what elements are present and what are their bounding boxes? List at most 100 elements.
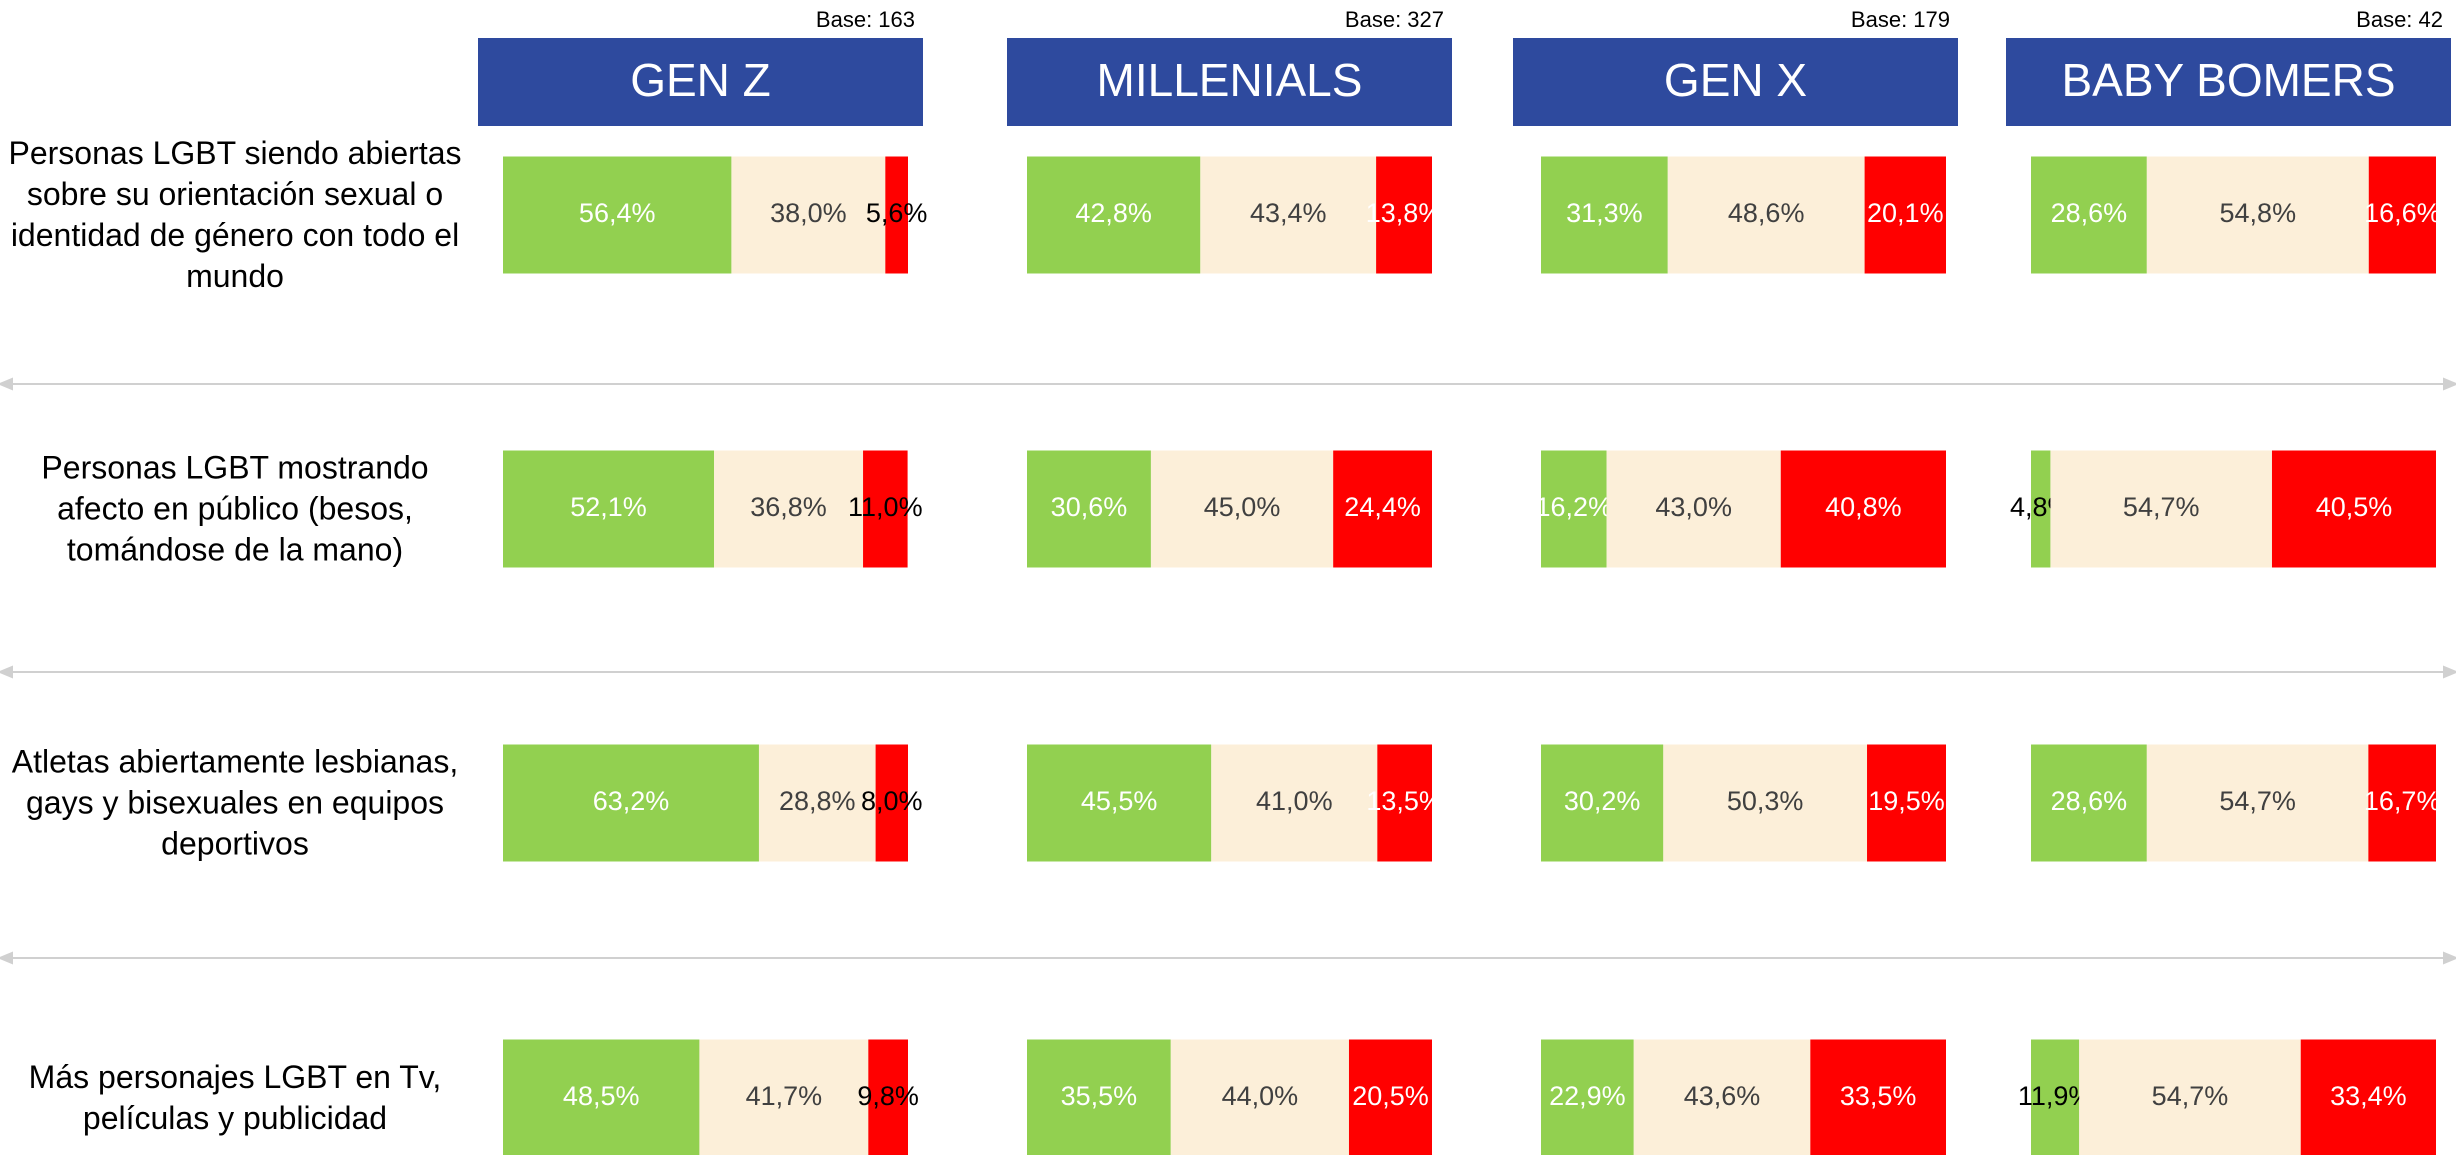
value-label: 5,6% <box>866 198 928 228</box>
value-label: 43,4% <box>1250 198 1327 228</box>
bar-segment <box>1663 744 1868 862</box>
bar-segment <box>1864 156 1946 274</box>
value-label: 33,5% <box>1840 1081 1917 1111</box>
value-label: 48,6% <box>1728 198 1805 228</box>
bar-segment <box>885 156 908 274</box>
value-label: 43,6% <box>1684 1081 1761 1111</box>
bar-segment <box>1867 744 1946 862</box>
bar-segment <box>1200 156 1377 274</box>
base-label: Base: 179 <box>1851 7 1950 32</box>
header-box <box>1007 38 1452 126</box>
header-box <box>1513 38 1958 126</box>
category-label: Atletas abiertamente lesbianas, gays y b… <box>11 743 459 862</box>
bar-segment <box>699 1039 869 1155</box>
value-label: 19,5% <box>1868 786 1945 816</box>
bar-segment <box>731 156 886 274</box>
value-label: 28,6% <box>2051 198 2128 228</box>
bar-segment <box>503 450 715 568</box>
bar-segment <box>1027 156 1201 274</box>
value-label: 9,8% <box>857 1081 919 1111</box>
value-label: 16,7% <box>2364 786 2441 816</box>
bar-segment <box>1376 156 1432 274</box>
value-label: 54,8% <box>2220 198 2297 228</box>
header-title: GEN X <box>1664 54 1807 106</box>
bar-segment <box>1541 450 1607 568</box>
value-label: 50,3% <box>1727 786 1804 816</box>
value-label: 54,7% <box>2219 786 2296 816</box>
value-label: 38,0% <box>770 198 847 228</box>
value-label: 44,0% <box>1222 1081 1299 1111</box>
value-label: 24,4% <box>1344 492 1421 522</box>
bar-segment <box>2146 156 2369 274</box>
value-label: 16,6% <box>2364 198 2441 228</box>
bar-segment <box>1780 450 1946 568</box>
bar-segment <box>1810 1039 1946 1155</box>
header-box <box>2006 38 2451 126</box>
bar-segment <box>503 156 732 274</box>
value-label: 20,5% <box>1352 1081 1429 1111</box>
bar-segment <box>2368 156 2436 274</box>
bar-segment <box>1170 1039 1349 1155</box>
value-label: 36,8% <box>750 492 827 522</box>
value-label: 45,0% <box>1204 492 1281 522</box>
value-label: 13,8% <box>1366 198 1443 228</box>
bar-segment <box>1211 744 1378 862</box>
bar-segment <box>2146 744 2369 862</box>
header-title: BABY BOMERS <box>2061 54 2395 106</box>
category-label: Más personajes LGBT en Tv, películas y p… <box>28 1059 442 1136</box>
value-label: 28,6% <box>2051 786 2128 816</box>
base-label: Base: 163 <box>816 7 915 32</box>
value-label: 8,0% <box>861 786 923 816</box>
bar-segment <box>503 744 759 862</box>
value-label: 42,8% <box>1075 198 1152 228</box>
category-label: Personas LGBT siendo abiertas sobre su o… <box>8 135 462 294</box>
value-label: 40,5% <box>2316 492 2393 522</box>
bar-segment <box>2050 450 2272 568</box>
bar-segment <box>863 450 908 568</box>
value-label: 30,2% <box>1564 786 1641 816</box>
value-label: 41,7% <box>746 1081 823 1111</box>
value-label: 30,6% <box>1051 492 1128 522</box>
bar-segment <box>714 450 864 568</box>
value-label: 54,7% <box>2152 1081 2229 1111</box>
bar-segment <box>1348 1039 1432 1155</box>
value-label: 52,1% <box>570 492 647 522</box>
bar-segment <box>2031 156 2147 274</box>
value-label: 56,4% <box>579 198 656 228</box>
bar-segment <box>2031 1039 2080 1155</box>
header-title: MILLENIALS <box>1097 54 1363 106</box>
bar-segment <box>1150 450 1334 568</box>
value-label: 16,2% <box>1536 492 1613 522</box>
bar-segment <box>2031 744 2147 862</box>
value-label: 22,9% <box>1549 1081 1626 1111</box>
bar-segment <box>758 744 876 862</box>
bar-segment <box>2300 1039 2436 1155</box>
separators <box>0 377 2456 965</box>
value-label: 35,5% <box>1061 1081 1138 1111</box>
bar-segment <box>1667 156 1865 274</box>
bar-segment <box>1541 156 1668 274</box>
value-label: 43,0% <box>1655 492 1732 522</box>
bar-segment <box>1377 744 1432 862</box>
value-label: 31,3% <box>1566 198 1643 228</box>
bar-segment <box>1541 1039 1634 1155</box>
bar-segment <box>875 744 908 862</box>
bar-segment <box>1606 450 1781 568</box>
bar-segment <box>2271 450 2436 568</box>
bar-segment <box>1027 450 1151 568</box>
value-label: 41,0% <box>1256 786 1333 816</box>
bar-segment <box>1541 744 1664 862</box>
value-label: 33,4% <box>2330 1081 2407 1111</box>
header-box <box>478 38 923 126</box>
bar-segment <box>1027 1039 1171 1155</box>
bar-segment <box>2079 1039 2301 1155</box>
base-label: Base: 327 <box>1345 7 1444 32</box>
value-label: 48,5% <box>563 1081 640 1111</box>
header-title: GEN Z <box>630 54 771 106</box>
bar-segment <box>2031 450 2051 568</box>
value-label: 40,8% <box>1825 492 1902 522</box>
value-label: 11,0% <box>848 492 923 522</box>
bar-segment <box>868 1039 908 1155</box>
